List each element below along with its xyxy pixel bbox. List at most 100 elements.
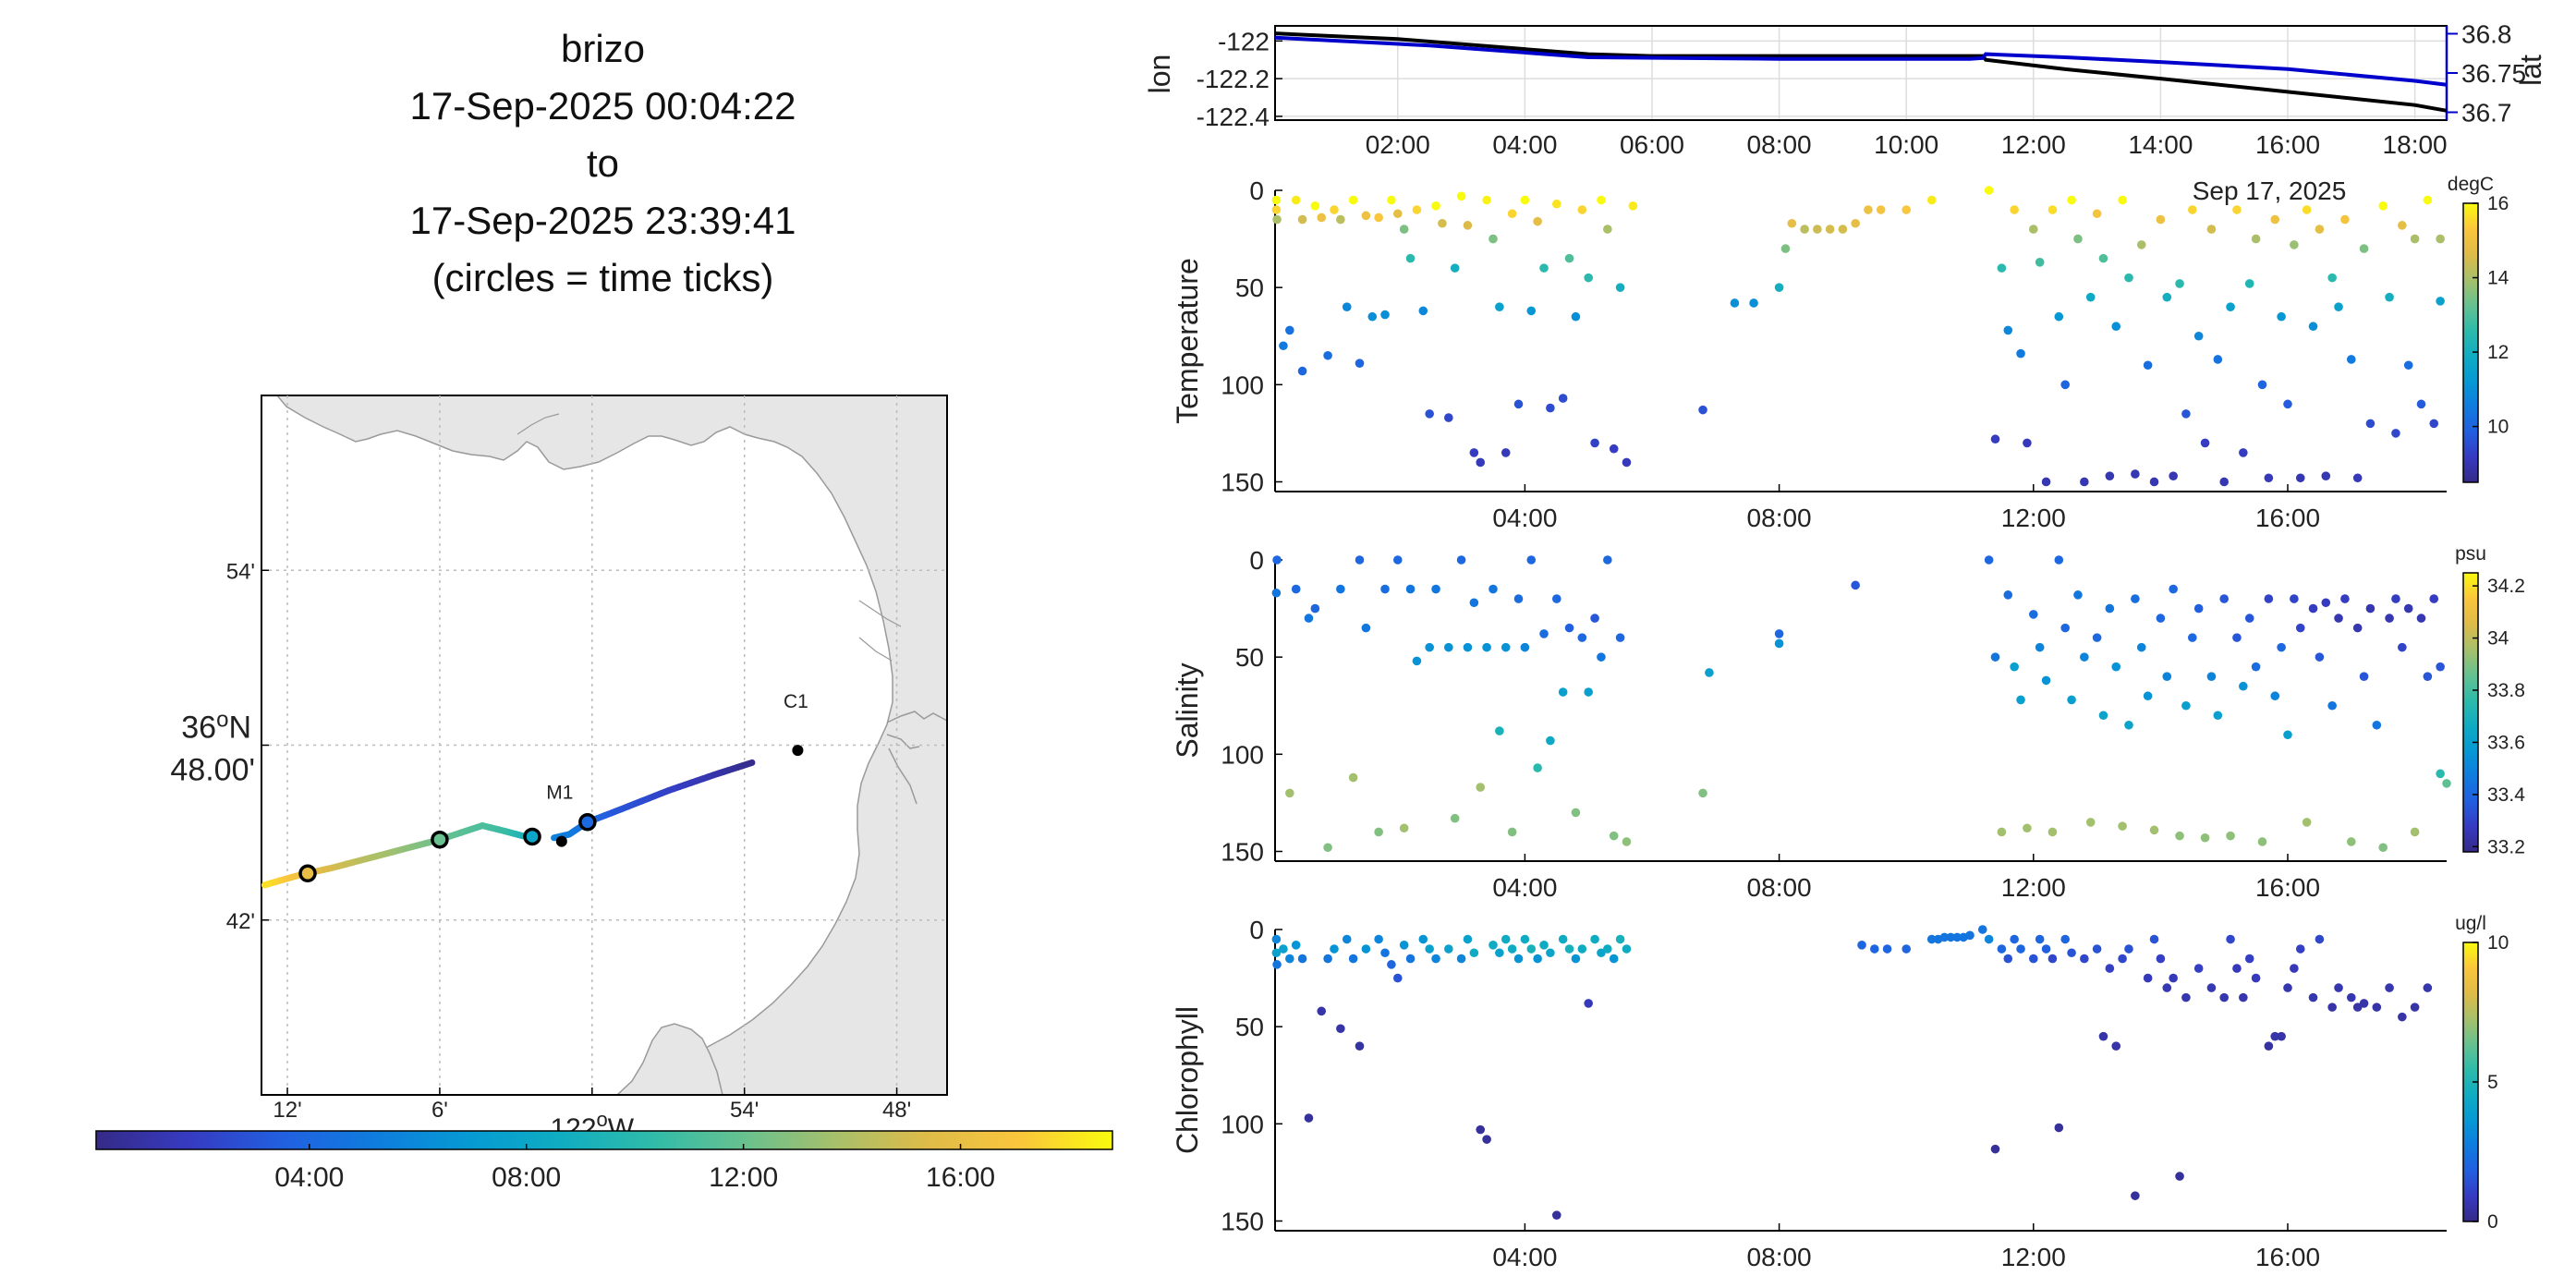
chlorophyll-point	[2118, 954, 2127, 964]
chlorophyll-point	[2060, 934, 2070, 944]
salinity-point	[1705, 668, 1714, 677]
chlorophyll-colorbar-tick-label: 10	[2487, 932, 2509, 954]
salinity-point	[2118, 821, 2127, 831]
temperature-point	[1628, 201, 1638, 211]
temperature-point	[2334, 302, 2343, 311]
salinity-point	[2175, 831, 2184, 841]
temperature-point	[1412, 205, 1422, 214]
chlorophyll-point	[2092, 944, 2102, 954]
temperature-point	[1730, 298, 1740, 308]
temperature-point	[1297, 214, 1307, 225]
temperature-point	[2193, 331, 2204, 341]
salinity-point	[2239, 681, 2248, 691]
temperature-xtick-label: 16:00	[2255, 504, 2320, 532]
temperature-point	[1851, 218, 1860, 228]
temperature-point	[2403, 360, 2413, 371]
salinity-point	[1399, 823, 1409, 833]
chlorophyll-point	[2149, 934, 2159, 944]
salinity-colorbar-unit: psu	[2455, 543, 2486, 565]
map-xtick-label: 12'	[273, 1098, 301, 1123]
temperature-point	[2391, 429, 2400, 438]
title-to: to	[586, 141, 620, 185]
salinity-point	[2359, 672, 2369, 681]
temperature-point	[2327, 273, 2337, 283]
salinity-point	[2391, 594, 2400, 603]
salinity-point	[1774, 638, 1784, 649]
temperature-xtick-label: 12:00	[2001, 504, 2066, 532]
chlorophyll-point	[1482, 1135, 1491, 1144]
chlorophyll-ytick-label: 0	[1249, 916, 1264, 944]
salinity-colorbar-tick-label: 33.8	[2487, 680, 2525, 701]
salinity-point	[1597, 652, 1606, 662]
chlorophyll-ytick-label: 50	[1235, 1013, 1264, 1041]
temperature-point	[1571, 311, 1581, 322]
map-xtick-label: 6'	[431, 1098, 448, 1123]
temperature-point	[2047, 205, 2058, 214]
temperature-point	[1476, 457, 1486, 468]
temperature-point	[2181, 409, 2191, 419]
temperature-point	[1425, 409, 1434, 419]
salinity-point	[1355, 555, 1365, 565]
salinity-point	[2105, 603, 2115, 614]
salinity-point	[1456, 555, 1466, 565]
position-xtick-label: 18:00	[2383, 130, 2448, 159]
chlorophyll-point	[2334, 983, 2343, 992]
salinity-point	[2346, 837, 2356, 846]
temperature-point	[2156, 214, 2166, 225]
chlorophyll-point	[1425, 944, 1434, 954]
chlorophyll-point	[1597, 948, 1606, 958]
chlorophyll-point	[1939, 932, 1950, 942]
temperature-point	[1774, 283, 1784, 292]
temperature-point	[2365, 419, 2376, 429]
position-panel: -122 -122.2 -122.4 36.8 36.75 36.7 02:00 04:00 0…	[1143, 20, 2547, 206]
chlorophyll-point	[1526, 944, 1537, 954]
salinity-point	[1590, 614, 1599, 623]
temperature-point	[2169, 471, 2178, 480]
chlorophyll-point	[2105, 964, 2115, 973]
temperature-point	[1603, 225, 1612, 234]
chlorophyll-point	[1615, 934, 1625, 944]
chlorophyll-point	[2327, 1002, 2337, 1012]
salinity-point	[2054, 555, 2064, 565]
temperature-point	[1698, 405, 1707, 415]
temperature-point	[2067, 195, 2076, 205]
map-xtick-label: 48'	[882, 1098, 911, 1123]
salinity-point	[2016, 695, 2025, 705]
temperature-point	[2098, 253, 2108, 263]
chlorophyll-point	[1469, 948, 1479, 958]
temperature-point	[1558, 394, 1568, 403]
salinity-point	[2003, 590, 2013, 600]
temperature-point	[2060, 380, 2070, 390]
salinity-point	[2085, 818, 2096, 827]
temperature-point	[1584, 273, 1593, 283]
chlorophyll-point	[1431, 954, 1440, 964]
chlorophyll-point	[2295, 944, 2305, 954]
position-xtick-label: 14:00	[2128, 130, 2193, 159]
temperature-point	[1463, 221, 1473, 230]
temperature-point	[1838, 225, 1848, 234]
temperature-point	[1456, 191, 1466, 201]
date-label: Sep 17, 2025	[2193, 176, 2347, 205]
salinity-point	[1501, 642, 1511, 652]
chlorophyll-point	[1546, 948, 1555, 958]
time-tick-circle	[578, 813, 597, 832]
salinity-point	[2277, 642, 2286, 652]
salinity-point	[2092, 633, 2102, 642]
temperature-point	[1291, 195, 1301, 205]
temperature-point	[1520, 195, 1530, 205]
temperature-point	[2080, 477, 2089, 487]
salinity-point	[2156, 614, 2166, 623]
temperature-ytick-label: 50	[1235, 273, 1264, 302]
chlorophyll-point	[1348, 954, 1358, 964]
chlorophyll-point	[2156, 954, 2166, 964]
temperature-point	[1997, 263, 2007, 273]
temperature-point	[1780, 244, 1791, 253]
time-tick-circle	[523, 827, 541, 846]
chlorophyll-point	[2277, 1031, 2286, 1041]
temperature-colorbar-unit: degC	[2448, 174, 2494, 195]
salinity-point	[2041, 675, 2051, 686]
salinity-point	[1323, 843, 1332, 853]
chlorophyll-point	[2175, 1172, 2184, 1181]
position-frame	[1274, 25, 2448, 121]
salinity-point	[1546, 735, 1555, 746]
